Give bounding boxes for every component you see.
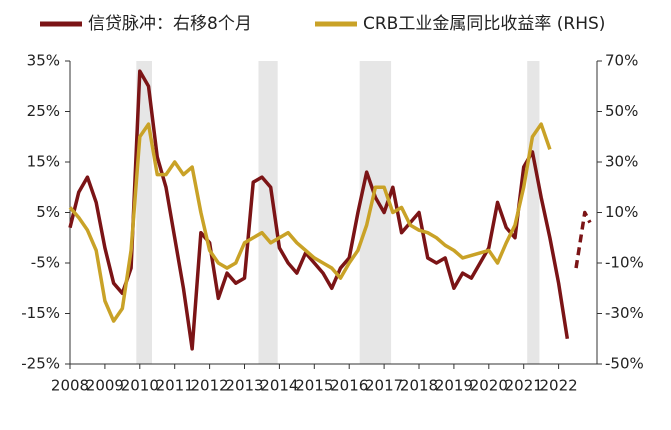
x-tick-label: 2022 xyxy=(540,377,578,395)
y-tick-label: 25% xyxy=(27,102,60,120)
legend-label: CRB工业金属同比收益率 (RHS) xyxy=(363,14,605,34)
x-tick-label: 2013 xyxy=(225,377,263,395)
legend-label: 信贷脉冲：右移8个月 xyxy=(88,14,252,34)
x-tick-label: 2015 xyxy=(295,377,333,395)
y-tick-label: -5% xyxy=(31,254,60,272)
series-line xyxy=(574,210,592,269)
y2-tick-label: -30% xyxy=(605,304,644,322)
y2-tick-label: 10% xyxy=(605,203,638,221)
y-tick-label: -25% xyxy=(21,355,60,373)
y-tick-label: 15% xyxy=(27,153,60,171)
x-tick-label: 2008 xyxy=(51,377,89,395)
y2-tick-label: 50% xyxy=(605,102,638,120)
x-tick-label: 2019 xyxy=(435,377,473,395)
y-tick-label: 5% xyxy=(36,203,60,221)
x-tick-label: 2011 xyxy=(156,377,194,395)
x-tick-label: 2012 xyxy=(191,377,229,395)
y2-tick-label: 70% xyxy=(605,52,638,70)
y2-tick-label: -10% xyxy=(605,254,644,272)
shaded-period xyxy=(359,61,392,364)
x-tick-label: 2016 xyxy=(330,377,368,395)
y-tick-label: 35% xyxy=(27,52,60,70)
x-tick-label: 2020 xyxy=(470,377,508,395)
shaded-period xyxy=(527,61,540,364)
x-tick-label: 2021 xyxy=(505,377,543,395)
shaded-period xyxy=(258,61,278,364)
y2-tick-label: 30% xyxy=(605,153,638,171)
x-tick-label: 2014 xyxy=(260,377,298,395)
series-line xyxy=(68,122,552,323)
x-tick-label: 2018 xyxy=(400,377,438,395)
x-tick-label: 2009 xyxy=(86,377,124,395)
y-tick-label: -15% xyxy=(21,304,60,322)
x-tick-label: 2017 xyxy=(365,377,403,395)
x-tick-label: 2010 xyxy=(121,377,159,395)
series-line xyxy=(68,69,570,351)
y2-tick-label: -50% xyxy=(605,355,644,373)
